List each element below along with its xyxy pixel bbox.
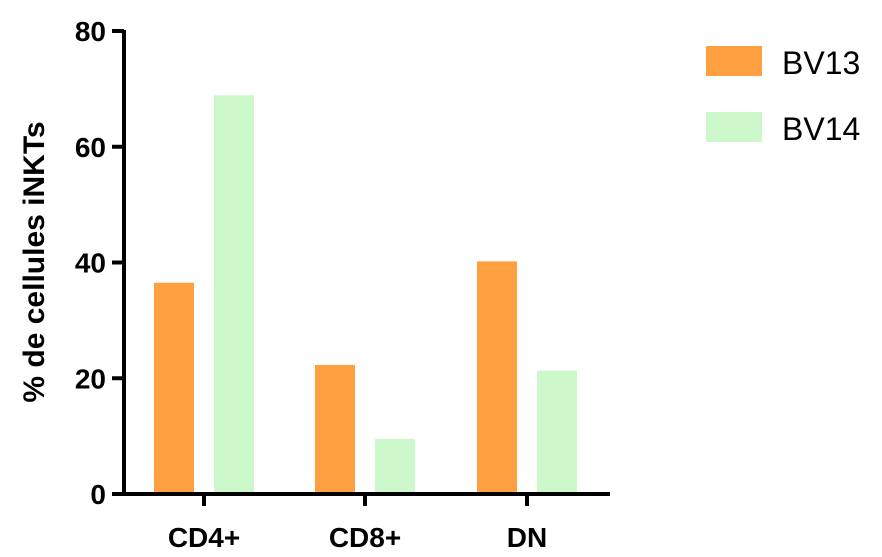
legend-label-bv13: BV13	[782, 45, 860, 81]
y-tick-label: 40	[75, 248, 106, 279]
y-axis-title: % de cellules iNKTs	[18, 121, 51, 402]
legend-swatch-bv13	[706, 46, 762, 76]
y-axis: 0 20 40 60 80	[75, 16, 126, 510]
bar-bv13-cd4plus	[154, 282, 194, 494]
legend-swatch-bv14	[706, 112, 762, 142]
y-tick-label: 60	[75, 132, 106, 163]
bar-bv13-dn	[477, 261, 517, 494]
legend: BV13 BV14	[706, 45, 860, 147]
y-tick-label: 80	[75, 16, 106, 47]
y-tick-label: 0	[90, 479, 106, 510]
bar-bv14-cd8plus	[375, 439, 415, 494]
y-tick-label: 20	[75, 363, 106, 394]
bar-bv13-cd8plus	[315, 364, 355, 494]
x-axis: CD4+ CD8+ DN	[122, 492, 610, 553]
bar-bv14-dn	[537, 370, 577, 494]
legend-label-bv14: BV14	[782, 111, 860, 147]
x-category-label: DN	[507, 522, 547, 553]
x-category-label: CD8+	[329, 522, 401, 553]
x-category-label: CD4+	[168, 522, 240, 553]
bar-bv14-cd4plus	[214, 95, 254, 495]
plot-area	[154, 95, 577, 495]
